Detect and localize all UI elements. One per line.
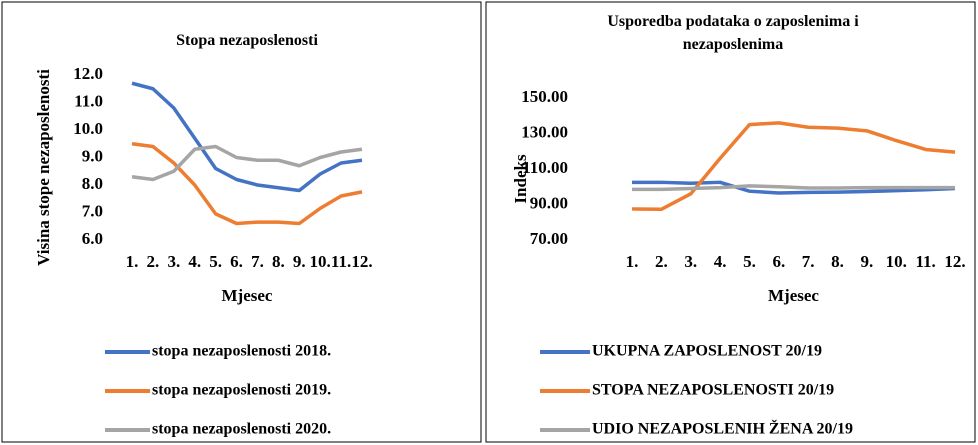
- chart-title: Stopa nezaposlenosti: [176, 32, 318, 49]
- x-tick-label: 11.: [915, 252, 935, 271]
- y-tick-label: 9.0: [82, 146, 103, 165]
- panel-right: [485, 1, 976, 443]
- x-tick-label: 2.: [147, 252, 160, 271]
- panel-left: [1, 1, 482, 443]
- legend-label: UKUPNA ZAPOSLENOST 20/19: [592, 343, 822, 360]
- y-tick-label: 12.0: [73, 64, 103, 83]
- x-tick-label: 3.: [167, 252, 180, 271]
- x-tick-label: 6.: [230, 252, 243, 271]
- series-line: [631, 121, 956, 212]
- x-axis-title: Mjesec: [222, 286, 273, 305]
- x-tick-label: 11.: [331, 252, 351, 271]
- legend-label: STOPA NEZAPOSLENOSTI 20/19: [592, 382, 834, 399]
- y-tick-label: 7.0: [82, 201, 103, 220]
- x-tick-label: 8.: [831, 252, 844, 271]
- x-tick-label: 12.: [351, 252, 372, 271]
- y-axis-title: Visina stope nezaposlenosti: [34, 69, 53, 266]
- x-tick-label: 10.: [886, 252, 907, 271]
- x-tick-label: 4.: [714, 252, 727, 271]
- y-tick-label: 130.00: [521, 122, 568, 141]
- y-tick-label: 150.00: [521, 87, 568, 106]
- y-tick-label: 6.0: [82, 229, 103, 248]
- x-tick-label: 7.: [251, 252, 264, 271]
- x-tick-label: 5.: [209, 252, 222, 271]
- x-tick-label: 7.: [802, 252, 815, 271]
- legend-label: stopa nezaposlenosti 2018.: [152, 343, 331, 360]
- x-tick-label: 4.: [188, 252, 201, 271]
- x-tick-label: 9.: [861, 252, 874, 271]
- x-tick-label: 1.: [126, 252, 139, 271]
- y-tick-label: 8.0: [82, 174, 103, 193]
- x-axis-title: Mjesec: [768, 286, 819, 305]
- x-tick-label: 1.: [626, 252, 639, 271]
- x-tick-label: 9.: [293, 252, 306, 271]
- series-line: [632, 184, 955, 192]
- legend-label: stopa nezaposlenosti 2020.: [152, 421, 331, 438]
- y-tick-label: 70.00: [530, 229, 568, 248]
- series-line: [131, 142, 363, 226]
- series-line: [632, 180, 956, 195]
- legend-label: UDIO NEZAPOSLENIH ŽENA 20/19: [592, 419, 853, 438]
- x-tick-label: 12.: [944, 252, 965, 271]
- x-tick-label: 8.: [272, 252, 285, 271]
- x-tick-label: 5.: [743, 252, 756, 271]
- x-tick-label: 10.: [310, 252, 331, 271]
- y-tick-label: 11.0: [74, 91, 103, 110]
- x-tick-label: 6.: [772, 252, 785, 271]
- y-tick-label: 10.0: [73, 119, 103, 138]
- series-line: [131, 81, 363, 193]
- legend-label: stopa nezaposlenosti 2019.: [152, 382, 331, 399]
- series-line: [131, 144, 363, 182]
- chart-title: Usporedba podataka o zaposlenima i nezap…: [607, 13, 859, 53]
- y-tick-label: 90.00: [530, 193, 568, 212]
- x-tick-label: 3.: [684, 252, 697, 271]
- x-tick-label: 2.: [655, 252, 668, 271]
- y-axis-title: Indeks: [511, 154, 530, 204]
- y-tick-label: 110.00: [522, 158, 568, 177]
